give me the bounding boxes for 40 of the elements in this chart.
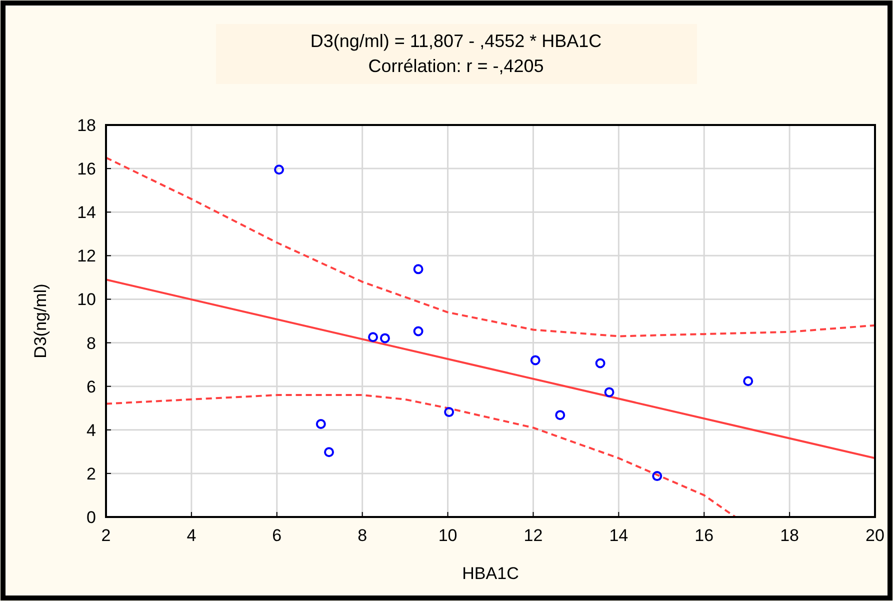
y-tick-label: 2: [86, 464, 96, 484]
point: [652, 471, 662, 482]
y-tick-label: 8: [86, 334, 96, 353]
point: [413, 264, 424, 274]
y-tick-label: 6: [86, 377, 96, 396]
line-series: [106, 156, 875, 338]
point: [324, 447, 334, 458]
line-series: [106, 394, 736, 517]
point: [368, 332, 378, 342]
x-tick-label: 8: [358, 526, 368, 545]
point: [595, 358, 606, 368]
point: [444, 407, 454, 418]
y-tick-label: 10: [77, 290, 96, 310]
y-tick-label: 16: [77, 160, 96, 179]
point: [530, 355, 540, 366]
y-tick-label: 12: [77, 246, 96, 266]
x-tick-label: 12: [524, 526, 543, 545]
x-axis-title: HBA1C: [462, 564, 519, 583]
y-tick-label: 4: [86, 420, 96, 440]
point: [380, 333, 390, 344]
x-tick-label: 6: [272, 526, 282, 545]
point: [274, 164, 284, 175]
chart-title: D3(ng/ml) = 11,807 - ,4552 * HBA1C: [310, 31, 602, 51]
x-tick-label: 16: [694, 526, 714, 545]
x-tick-label: 4: [186, 526, 196, 545]
point: [413, 326, 424, 336]
point: [743, 376, 754, 386]
x-tick-label: 20: [866, 526, 884, 545]
x-tick-label: 18: [780, 526, 800, 545]
y-tick-label: 18: [77, 116, 96, 135]
x-tick-label: 10: [438, 526, 458, 545]
point: [555, 410, 566, 420]
y-tick-label: 0: [86, 508, 96, 527]
y-tick-label: 14: [77, 203, 96, 222]
point: [604, 387, 614, 398]
y-axis-title: D3(ng/ml): [31, 284, 50, 358]
x-tick-label: 2: [101, 526, 111, 545]
point: [316, 419, 326, 430]
chart-subtitle: Corrélation: r = -,4205: [368, 56, 544, 76]
x-tick-label: 14: [609, 526, 628, 545]
